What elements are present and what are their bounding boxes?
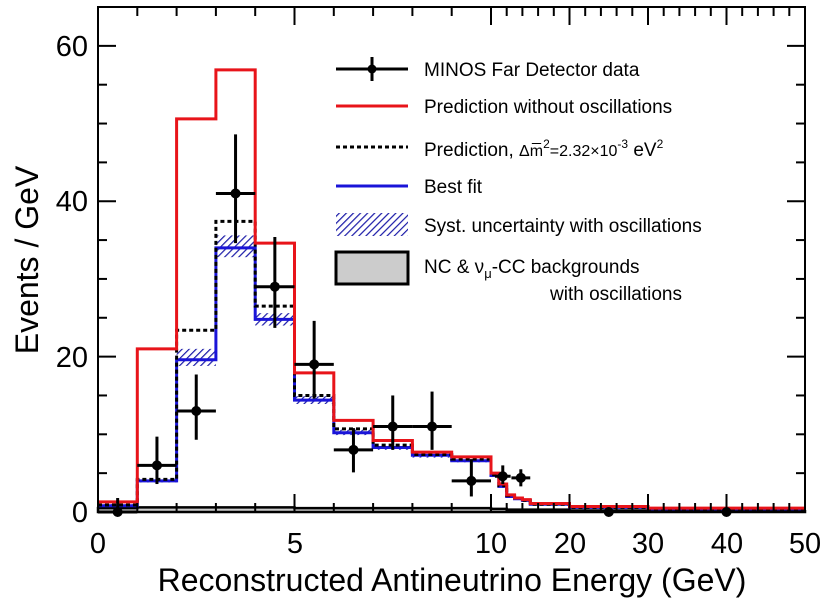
legend-pred-dm-sup: 2 — [543, 137, 550, 151]
legend-bkg-sub: μ — [484, 266, 492, 281]
legend-entry-data: MINOS Far Detector data — [336, 57, 640, 81]
x-tick-label-20: 20 — [554, 528, 586, 560]
legend-entry-pred: Prediction, Δm̅2=2.32×10-3 eV2 — [336, 137, 664, 161]
data-point-marker — [348, 444, 359, 455]
syst-band-bin — [215, 235, 256, 258]
legend-data-marker — [367, 64, 377, 74]
data-point-marker — [427, 421, 438, 432]
prediction-oscillation-line — [98, 219, 805, 511]
data-point-marker — [269, 281, 280, 292]
x-tick-label-40: 40 — [711, 528, 743, 560]
legend-label-bestfit: Best fit — [424, 177, 483, 198]
legend-label-noosc: Prediction without oscillations — [424, 97, 672, 118]
legend-label-syst: Syst. uncertainty with oscillations — [424, 216, 702, 237]
data-point-marker — [230, 188, 241, 199]
data-point — [215, 134, 256, 244]
x-tick-label-5: 5 — [287, 528, 303, 560]
legend-pred-value: =2.32×10 — [550, 143, 618, 160]
data-point — [137, 436, 177, 485]
y-tick-label-20: 20 — [56, 342, 88, 374]
legend-bkg-rest: -CC backgrounds — [492, 257, 640, 278]
legend-pred-main: Prediction, — [424, 140, 519, 161]
data-point-marker — [387, 421, 398, 432]
data-point-marker — [466, 475, 477, 486]
legend-pred-dm: Δm̅ — [519, 142, 543, 160]
data-point — [255, 236, 295, 328]
legend-label-pred: Prediction, Δm̅2=2.32×10-3 eV2 — [424, 137, 664, 161]
series-group — [98, 68, 805, 511]
y-tick-label-60: 60 — [56, 31, 88, 63]
x-axis-title: Reconstructed Antineutrino Energy (GeV) — [158, 562, 747, 598]
data-point — [451, 459, 491, 497]
axis-ticks — [97, 7, 806, 513]
data-point-marker — [309, 359, 320, 370]
prediction-no-oscillation-line — [98, 68, 805, 510]
data-point-marker — [151, 460, 162, 471]
data-point — [412, 391, 452, 450]
y-axis-title: Events / GeV — [9, 165, 45, 354]
legend-bkg-main: NC & ν — [424, 257, 484, 278]
legend-label-bkg-line2: with oscillations — [549, 284, 682, 305]
x-tick-label-10: 10 — [475, 528, 507, 560]
legend-syst-swatch — [336, 213, 408, 236]
legend-entry-syst: Syst. uncertainty with oscillations — [336, 213, 702, 237]
data-point — [494, 465, 511, 485]
data-point-marker — [191, 406, 202, 416]
x-tick-label-50: 50 — [789, 528, 821, 560]
legend-pred-exp: -3 — [617, 137, 628, 151]
legend-bkg-swatch — [334, 250, 410, 286]
best-fit-line — [98, 246, 805, 511]
legend-entry-bkg: NC & νμ-CC backgrounds with oscillations — [334, 250, 682, 305]
data-point — [333, 428, 374, 473]
legend-label-data: MINOS Far Detector data — [424, 60, 640, 81]
data-point — [373, 395, 413, 450]
syst-band-bin — [176, 348, 216, 366]
x-tick-label-0: 0 — [90, 528, 106, 560]
data-point-marker — [515, 472, 526, 483]
legend-label-bkg: NC & νμ-CC backgrounds — [424, 257, 640, 281]
y-tick-label-0: 0 — [72, 497, 88, 529]
x-tick-label-30: 30 — [632, 528, 664, 560]
legend-pred-unit-sup: 2 — [657, 137, 664, 151]
legend-pred-unit: eV — [628, 140, 657, 161]
legend: MINOS Far Detector data Prediction witho… — [334, 57, 702, 305]
data-point-marker — [497, 471, 508, 482]
data-point — [176, 374, 216, 440]
y-tick-label-40: 40 — [56, 186, 88, 218]
data-points-group — [98, 134, 732, 517]
data-point — [511, 469, 531, 487]
legend-entry-noosc: Prediction without oscillations — [336, 97, 672, 118]
data-point — [294, 320, 334, 399]
legend-entry-bestfit: Best fit — [336, 177, 483, 198]
